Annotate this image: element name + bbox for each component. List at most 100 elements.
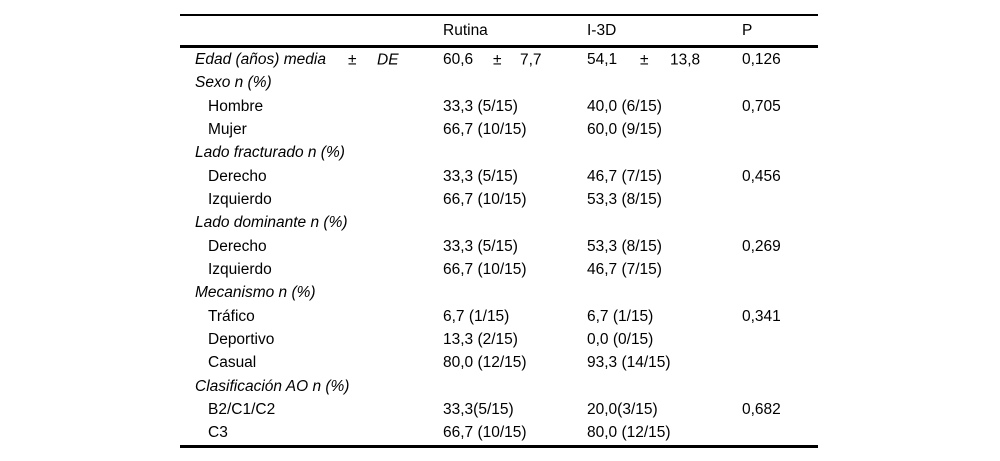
table-row-category-lado-fracturado: Lado fracturado n (%) <box>180 141 818 164</box>
cell-i3d <box>587 281 742 304</box>
cell-rutina: 33,3 (5/15) <box>443 97 518 115</box>
table-row-edad: Edad (años) media ± DE 60,6 ± 7,7 54,1 ±… <box>180 48 818 71</box>
row-label: Deportivo <box>208 331 275 349</box>
cell-i3d: 93,3 (14/15) <box>587 354 671 372</box>
row-label: Izquierdo <box>208 190 272 208</box>
category-label: Clasificación AO n (%) <box>195 377 350 395</box>
cell-p <box>742 328 818 351</box>
cell-rutina: 60,6 ± 7,7 <box>443 48 587 71</box>
table-row-izquierdo-dominante: Izquierdo 66,7 (10/15) 46,7 (7/15) <box>180 258 818 281</box>
cell-rutina: 66,7 (10/15) <box>443 261 527 279</box>
table-row-derecho-dominante: Derecho 33,3 (5/15) 53,3 (8/15) 0,269 <box>180 235 818 258</box>
cell-rutina: 33,3 (5/15) <box>443 237 518 255</box>
table-row-deportivo: Deportivo 13,3 (2/15) 0,0 (0/15) <box>180 328 818 351</box>
category-label: Sexo n (%) <box>195 74 272 92</box>
table-row-c3: C3 66,7 (10/15) 80,0 (12/15) <box>180 422 818 445</box>
cell-i3d: 40,0 (6/15) <box>587 97 662 115</box>
row-label: Hombre <box>208 97 264 115</box>
cell-p <box>742 375 818 398</box>
cell-i3d: 0,0 (0/15) <box>587 331 654 349</box>
sd-label: DE <box>377 50 399 68</box>
table-body: Edad (años) media ± DE 60,6 ± 7,7 54,1 ±… <box>180 48 818 445</box>
header-cell-rutina: Rutina <box>443 21 488 39</box>
row-label: Mujer <box>208 120 247 138</box>
cell-i3d <box>587 71 742 94</box>
cell-p: 0,682 <box>742 401 781 419</box>
cell-rutina: 66,7 (10/15) <box>443 190 527 208</box>
cell-rutina: 80,0 (12/15) <box>443 354 527 372</box>
cell-rutina <box>443 211 587 234</box>
table-row-hombre: Hombre 33,3 (5/15) 40,0 (6/15) 0,705 <box>180 95 818 118</box>
cell-i3d: 46,7 (7/15) <box>587 261 662 279</box>
plus-minus-sign: ± <box>348 50 357 68</box>
cell-p <box>742 351 818 374</box>
cell-p: 0,269 <box>742 237 781 255</box>
plus-minus-sign: ± <box>493 50 502 68</box>
mean-value: 60,6 <box>443 50 474 68</box>
row-label: C3 <box>208 424 228 442</box>
cell-i3d: 53,3 (8/15) <box>587 237 662 255</box>
plus-minus-sign: ± <box>640 50 649 68</box>
comparison-table: Rutina I-3D P Edad (años) media ± DE 60,… <box>180 14 818 448</box>
cell-i3d: 54,1 ± 13,8 <box>587 48 742 71</box>
cell-i3d: 46,7 (7/15) <box>587 167 662 185</box>
row-label: Casual <box>208 354 257 372</box>
row-label-cell: Edad (años) media ± DE <box>180 48 443 71</box>
cell-p <box>742 71 818 94</box>
row-label: Edad (años) media <box>195 50 326 68</box>
table-row-derecho-fracturado: Derecho 33,3 (5/15) 46,7 (7/15) 0,456 <box>180 165 818 188</box>
table-row-category-lado-dominante: Lado dominante n (%) <box>180 211 818 234</box>
table-row-trafico: Tráfico 6,7 (1/15) 6,7 (1/15) 0,341 <box>180 305 818 328</box>
table-row-category-sexo: Sexo n (%) <box>180 71 818 94</box>
category-label: Mecanismo n (%) <box>195 284 316 302</box>
table-row-b2c1c2: B2/C1/C2 33,3(5/15) 20,0(3/15) 0,682 <box>180 398 818 421</box>
mean-value: 54,1 <box>587 50 618 68</box>
cell-i3d <box>587 211 742 234</box>
row-label: Tráfico <box>208 307 255 325</box>
cell-rutina: 33,3 (5/15) <box>443 167 518 185</box>
cell-rutina <box>443 141 587 164</box>
cell-i3d: 6,7 (1/15) <box>587 307 654 325</box>
category-label: Lado fracturado n (%) <box>195 144 345 162</box>
cell-p: 0,341 <box>742 307 781 325</box>
header-cell-p: P <box>742 21 753 39</box>
table-row-casual: Casual 80,0 (12/15) 93,3 (14/15) <box>180 351 818 374</box>
cell-p: 0,456 <box>742 167 781 185</box>
row-label: B2/C1/C2 <box>208 401 276 419</box>
cell-i3d: 60,0 (9/15) <box>587 120 662 138</box>
cell-rutina <box>443 375 587 398</box>
cell-i3d: 80,0 (12/15) <box>587 424 671 442</box>
cell-p: 0,126 <box>742 50 781 68</box>
cell-rutina: 13,3 (2/15) <box>443 331 518 349</box>
cell-rutina: 66,7 (10/15) <box>443 424 527 442</box>
table-row-izquierdo-fracturado: Izquierdo 66,7 (10/15) 53,3 (8/15) <box>180 188 818 211</box>
cell-p: 0,705 <box>742 97 781 115</box>
cell-i3d: 20,0(3/15) <box>587 401 658 419</box>
row-label: Izquierdo <box>208 261 272 279</box>
cell-p <box>742 188 818 211</box>
cell-rutina: 6,7 (1/15) <box>443 307 510 325</box>
cell-p <box>742 422 818 445</box>
table-row-mujer: Mujer 66,7 (10/15) 60,0 (9/15) <box>180 118 818 141</box>
header-cell-empty <box>180 16 443 45</box>
sd-value: 7,7 <box>520 50 542 68</box>
cell-i3d: 53,3 (8/15) <box>587 190 662 208</box>
cell-p <box>742 258 818 281</box>
table-row-category-mecanismo: Mecanismo n (%) <box>180 281 818 304</box>
cell-p <box>742 141 818 164</box>
cell-p <box>742 281 818 304</box>
row-label: Derecho <box>208 167 267 185</box>
category-label: Lado dominante n (%) <box>195 214 348 232</box>
sd-value: 13,8 <box>670 50 701 68</box>
cell-p <box>742 211 818 234</box>
table-header-row: Rutina I-3D P <box>180 16 818 48</box>
table-row-category-clasificacion-ao: Clasificación AO n (%) <box>180 375 818 398</box>
header-cell-i3d: I-3D <box>587 21 617 39</box>
cell-rutina <box>443 281 587 304</box>
cell-rutina: 33,3(5/15) <box>443 401 514 419</box>
row-label: Derecho <box>208 237 267 255</box>
cell-rutina <box>443 71 587 94</box>
cell-p <box>742 118 818 141</box>
cell-i3d <box>587 375 742 398</box>
cell-i3d <box>587 141 742 164</box>
